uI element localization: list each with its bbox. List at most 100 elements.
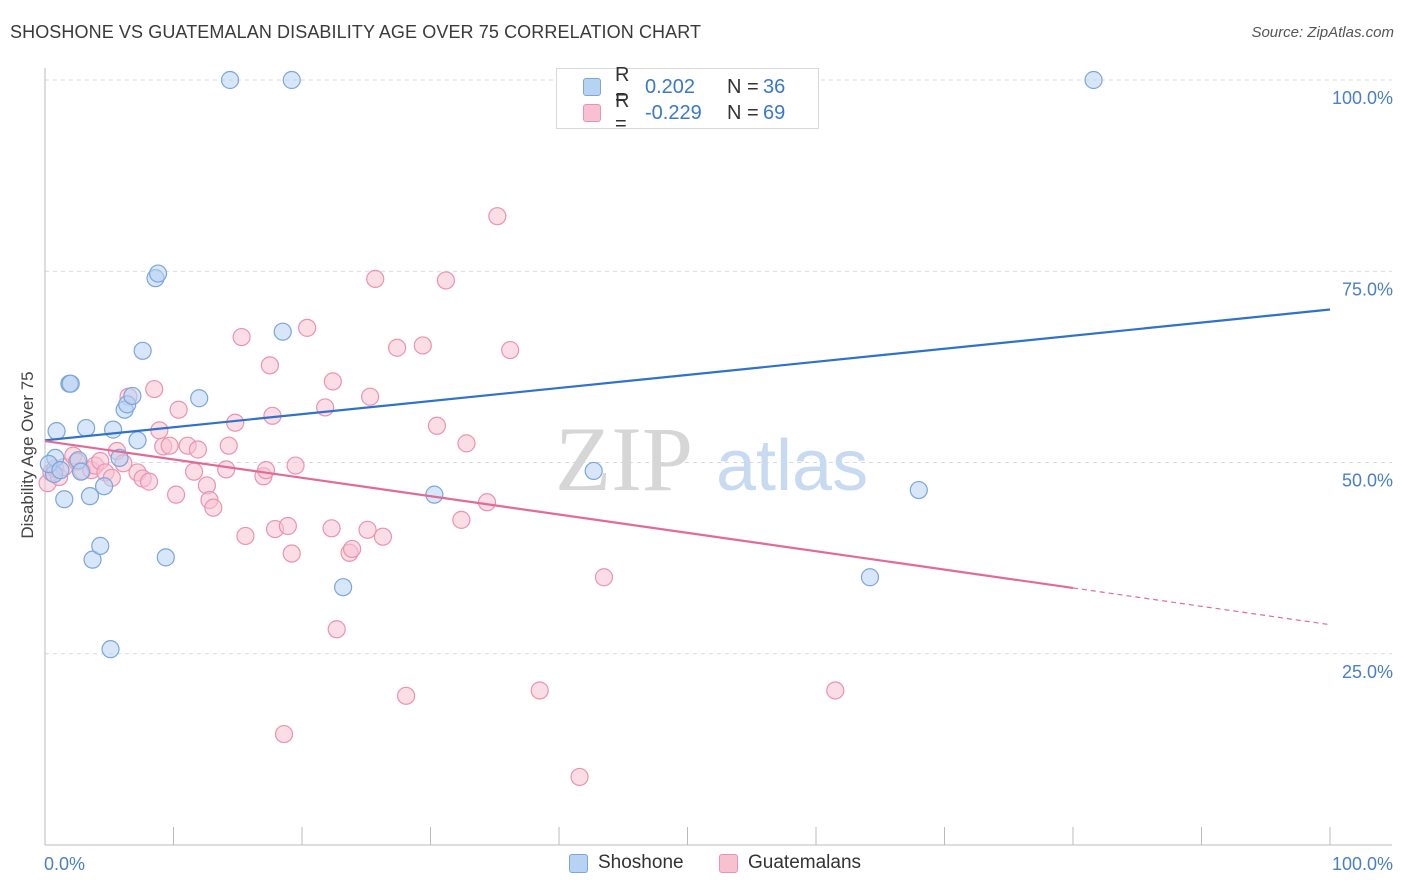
guatemalans-point xyxy=(226,413,245,432)
y-tick-label: 100.0% xyxy=(1332,88,1393,108)
watermark-zip: ZIP xyxy=(555,408,693,510)
shoshone-point xyxy=(1084,70,1103,90)
grid-lines xyxy=(45,79,1392,655)
guatemalans-point xyxy=(236,526,255,546)
guatemalans-point xyxy=(436,271,456,290)
watermark-atlas: atlas xyxy=(716,426,868,506)
legend-label: Guatemalans xyxy=(748,852,862,873)
legend-row-shoshone: R = 0.202 N = 36 xyxy=(583,64,785,109)
guatemalans-point xyxy=(282,544,301,563)
n-value: 69 xyxy=(763,101,786,124)
guatemalans-legend-swatch xyxy=(719,853,738,873)
shoshone-point xyxy=(95,477,114,496)
guatemalans-point xyxy=(219,436,238,455)
x-tick-label: 100.0% xyxy=(1332,854,1393,874)
shoshone-point xyxy=(83,550,102,569)
y-tick-label: 50.0% xyxy=(1342,471,1393,491)
guatemalans-point xyxy=(594,568,614,587)
guatemalans-point xyxy=(278,516,297,536)
y-axis-label: Disability Age Over 75 xyxy=(18,371,37,538)
guatemalans-point xyxy=(322,519,341,538)
shoshone-point xyxy=(282,70,301,90)
shoshone-point xyxy=(91,536,110,555)
guatemalans-point xyxy=(457,434,476,453)
guatemalans-point xyxy=(274,724,294,744)
guatemalans-point xyxy=(427,416,447,435)
guatemalans-point xyxy=(826,681,845,700)
guatemalans-points xyxy=(38,207,845,787)
guatemalans-point xyxy=(327,620,346,639)
guatemalans-point xyxy=(396,686,416,705)
shoshone-point xyxy=(71,462,91,481)
guatemalans-point xyxy=(160,436,179,455)
guatemalans-point xyxy=(260,356,279,375)
legend-label: Shoshone xyxy=(598,852,684,873)
shoshone-swatch xyxy=(583,78,601,96)
shoshone-point xyxy=(61,374,80,393)
tick-labels: 25.0% 50.0% 75.0% 100.0% 0.0% 100.0% xyxy=(44,88,1393,874)
legend-item-shoshone[interactable]: Shoshone xyxy=(569,852,684,874)
guatemalans-trend-extension xyxy=(1072,587,1331,626)
legend-row-guatemalans: R = -0.229 N = 69 xyxy=(583,90,786,135)
x-tick-label: 0.0% xyxy=(44,854,85,874)
shoshone-point xyxy=(860,568,880,587)
guatemalans-point xyxy=(256,461,276,480)
shoshone-point xyxy=(128,431,147,450)
guatemalans-point xyxy=(501,340,520,360)
shoshone-point xyxy=(133,341,152,360)
shoshone-point xyxy=(909,480,928,500)
shoshone-point xyxy=(51,461,70,480)
shoshone-point xyxy=(334,578,353,597)
r-value: 0.202 xyxy=(645,75,696,98)
n-label: N = xyxy=(727,75,759,98)
guatemalans-point xyxy=(204,498,223,517)
guatemalans-point xyxy=(166,485,186,504)
guatemalans-point xyxy=(139,472,159,491)
shoshone-point xyxy=(220,70,240,90)
trend-lines xyxy=(44,308,1331,626)
guatemalans-point xyxy=(145,379,164,399)
r-value: -0.229 xyxy=(645,101,702,124)
chart-title: SHOSHONE VS GUATEMALAN DISABILITY AGE OV… xyxy=(10,22,702,42)
shoshone-point xyxy=(110,448,129,468)
guatemalans-point xyxy=(413,336,432,355)
guatemalans-point xyxy=(188,440,208,459)
shoshone-point xyxy=(190,389,209,408)
guatemalans-point xyxy=(358,520,377,539)
y-tick-label: 75.0% xyxy=(1342,279,1393,299)
guatemalans-point xyxy=(232,327,251,347)
guatemalans-point xyxy=(366,269,385,288)
shoshone-trend-line xyxy=(44,308,1331,442)
shoshone-point xyxy=(425,485,444,504)
shoshone-point xyxy=(77,418,96,438)
shoshone-point xyxy=(273,322,292,341)
guatemalans-point xyxy=(217,460,236,479)
guatemalans-point xyxy=(286,456,305,475)
guatemalans-point xyxy=(361,387,380,406)
y-tick-label: 25.0% xyxy=(1342,662,1393,682)
guatemalans-point xyxy=(373,527,393,546)
shoshone-point xyxy=(55,490,74,509)
guatemalans-trend-line xyxy=(44,439,1074,590)
guatemalans-swatch xyxy=(583,104,601,122)
shoshone-point xyxy=(104,420,123,439)
shoshone-point xyxy=(148,264,168,283)
n-label: N = xyxy=(727,101,759,124)
shoshone-point xyxy=(123,386,142,406)
guatemalans-point xyxy=(169,400,188,419)
shoshone-point xyxy=(101,640,120,659)
guatemalans-point xyxy=(184,462,204,481)
guatemalans-point xyxy=(323,372,342,391)
watermark: ZIP atlas xyxy=(555,408,868,510)
correlation-legend: R = 0.202 N = 36 R = -0.229 N = 69 xyxy=(556,64,819,135)
guatemalans-point xyxy=(488,207,507,226)
series-legend: Shoshone Guatemalans xyxy=(0,852,1406,876)
r-label: R = xyxy=(615,90,630,135)
guatemalans-point xyxy=(452,510,471,529)
shoshone-point xyxy=(156,548,175,567)
shoshone-point xyxy=(584,461,603,481)
shoshone-points xyxy=(39,70,1103,659)
legend-item-guatemalans[interactable]: Guatemalans xyxy=(719,852,861,874)
guatemalans-point xyxy=(387,338,407,357)
